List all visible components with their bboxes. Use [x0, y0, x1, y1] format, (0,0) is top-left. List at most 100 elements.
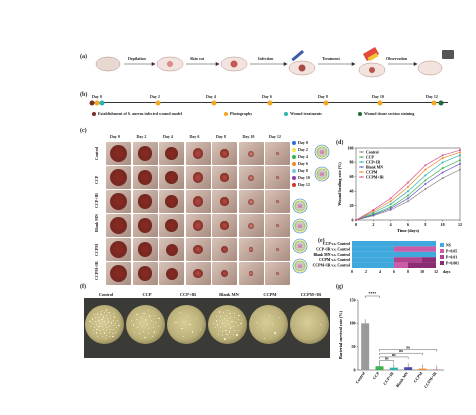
x-tick-label: 2 [372, 222, 374, 227]
laser-icon [362, 47, 380, 61]
heatmap-x-tick-label: 6 [393, 270, 395, 274]
bacterial-colony [148, 315, 151, 317]
bacterial-colony [116, 319, 118, 322]
heatmap-cell [352, 241, 366, 247]
wound-trace-ring [295, 201, 305, 211]
significance-bracket [379, 349, 438, 352]
data-point [389, 207, 392, 210]
legend-swatch [292, 176, 296, 181]
dish-label: Blank MN [219, 292, 239, 297]
wound-area [220, 173, 229, 182]
wound-area [193, 268, 203, 279]
heatmap-cell [422, 257, 436, 263]
wound-photo [238, 190, 264, 213]
legend-label: CCPM [366, 170, 378, 174]
wound-trace-ring [294, 260, 306, 272]
x-tick-label: 12 [458, 222, 462, 227]
wound-photo [212, 190, 237, 213]
data-point [441, 171, 444, 174]
significance-bracket [379, 360, 395, 363]
bacterial-colony [224, 338, 226, 340]
bacterial-colony [105, 314, 108, 316]
x-tick-label: 10 [441, 222, 445, 227]
wound-trace-overlay [292, 218, 308, 234]
legend-marker [360, 156, 363, 158]
wound-trace-ring [292, 258, 308, 274]
bacterial-colony [108, 335, 111, 338]
wound-trace-ring [314, 144, 330, 160]
heatmap-x-tick-label: 10 [420, 270, 424, 274]
heatmap-legend-swatch [440, 243, 444, 247]
bacterial-colony [155, 321, 157, 323]
bacterial-colony [107, 321, 109, 323]
bacterial-colony [100, 314, 102, 316]
y-axis-label: Bacterial survival rate (%) [338, 310, 343, 359]
bacterial-colony [221, 331, 224, 333]
wound-icon [369, 67, 375, 73]
x-tick-label: 0 [355, 222, 357, 227]
bar [404, 367, 413, 370]
wound-trace-ring [298, 264, 302, 268]
heatmap-cell [394, 262, 408, 268]
data-point [389, 197, 392, 200]
data-point [407, 190, 409, 193]
legend-label: Day 10 [298, 175, 310, 180]
petri-dish [290, 305, 329, 344]
trace-legend-item: Day 2 [292, 147, 308, 153]
significance-bracket [379, 356, 409, 359]
wound-trace-ring [319, 171, 325, 177]
heatmap-legend-swatch [440, 261, 444, 265]
wound-photo [185, 166, 211, 189]
step-label: Infection [258, 56, 274, 61]
wound-photo [106, 238, 131, 261]
legend-label: Day 0 [298, 140, 308, 145]
column-header: Day 2 [136, 134, 147, 139]
bacterial-colony [238, 315, 240, 317]
y-tick-label: 40 [350, 189, 354, 194]
bacterial-colony [100, 333, 102, 335]
bacterial-colony [236, 334, 238, 336]
wound-photo [159, 190, 184, 213]
wound-photo [159, 142, 184, 165]
bacterial-colony [91, 322, 94, 325]
heatmap-legend-swatch [440, 255, 444, 259]
petri-dish [208, 305, 247, 344]
x-tick-label: Blank MN [395, 371, 409, 389]
heatmap-cell [380, 262, 394, 268]
bacterial-colony [152, 336, 154, 338]
wound-area [165, 267, 178, 280]
legend-label: Day 6 [298, 161, 308, 166]
wound-area [275, 175, 280, 180]
bacterial-colony [115, 331, 117, 333]
wound-trace-ring [298, 244, 302, 248]
heatmap-cell [380, 251, 394, 258]
legend-swatch [292, 155, 296, 160]
legend-swatch [292, 169, 296, 174]
trace-legend-item: Day 12 [292, 182, 310, 188]
heatmap-x-tick-label: 0 [351, 270, 353, 274]
bacterial-colony [136, 318, 138, 320]
legend-marker [360, 176, 363, 178]
y-tick-label: 20 [350, 203, 354, 208]
bacterial-colony [179, 311, 181, 313]
bacterial-colony [102, 328, 104, 330]
wound-trace-ring [297, 243, 303, 249]
bacterial-colony [217, 324, 219, 326]
data-point [441, 154, 444, 157]
dish-label: Control [98, 292, 114, 297]
step-label: Skin cut [190, 56, 205, 61]
timeline-day: Day 2 [150, 94, 160, 99]
column-header: Day 4 [163, 134, 173, 139]
data-point [389, 206, 392, 209]
wound-trace-ring [295, 241, 305, 251]
trace-legend-item: Day 4 [292, 154, 308, 160]
wound-photo [159, 238, 184, 261]
data-point [424, 188, 427, 191]
data-point [389, 208, 392, 211]
data-point [441, 177, 444, 180]
wound-trace-overlay [314, 144, 330, 160]
heatmap-cell [380, 241, 394, 247]
dish-photo-background [84, 298, 330, 358]
wound-trace-ring [320, 150, 324, 154]
wound-trace-ring [296, 202, 304, 210]
